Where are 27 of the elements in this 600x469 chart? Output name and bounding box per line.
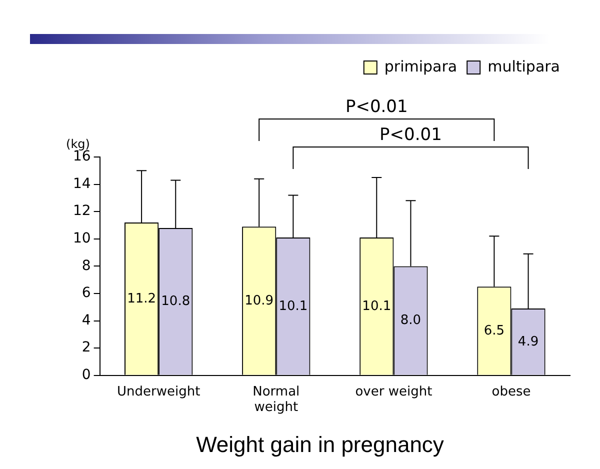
data-label: 10.1 [362,298,392,314]
data-label: 8.0 [400,313,422,328]
y-tick-label: 6 [82,285,91,302]
y-tick-label: 8 [82,258,91,274]
y-axis-title: (kg) [66,137,90,152]
text: Weight gain in pregnancy [196,432,444,457]
y-tick-label: 2 [82,340,91,356]
data-label: 10.8 [161,294,190,310]
y-tick-label: 12 [72,203,91,220]
data-label: 10.9 [244,293,274,308]
legend-label: primipara [384,57,458,76]
legend-label: multipara [488,57,560,76]
x-tick-label: over weight [355,384,432,400]
data-label: 11.2 [127,291,156,306]
data-label: 10.1 [278,298,308,314]
text: P<0.01 [345,96,408,117]
text: P<0.01 [380,124,442,145]
x-tick-label: Underweight [116,384,200,400]
y-tick-label: 0 [82,367,91,384]
y-tick-label: 10 [72,230,91,247]
x-tick-label: Normal weight [252,384,300,416]
data-label: 6.5 [484,323,505,338]
y-tick-label: 16 [72,148,91,165]
data-label: 4.9 [518,334,539,350]
x-tick-label: obese [492,384,531,400]
y-tick-label: 14 [72,176,91,192]
y-tick-label: 4 [82,312,91,328]
